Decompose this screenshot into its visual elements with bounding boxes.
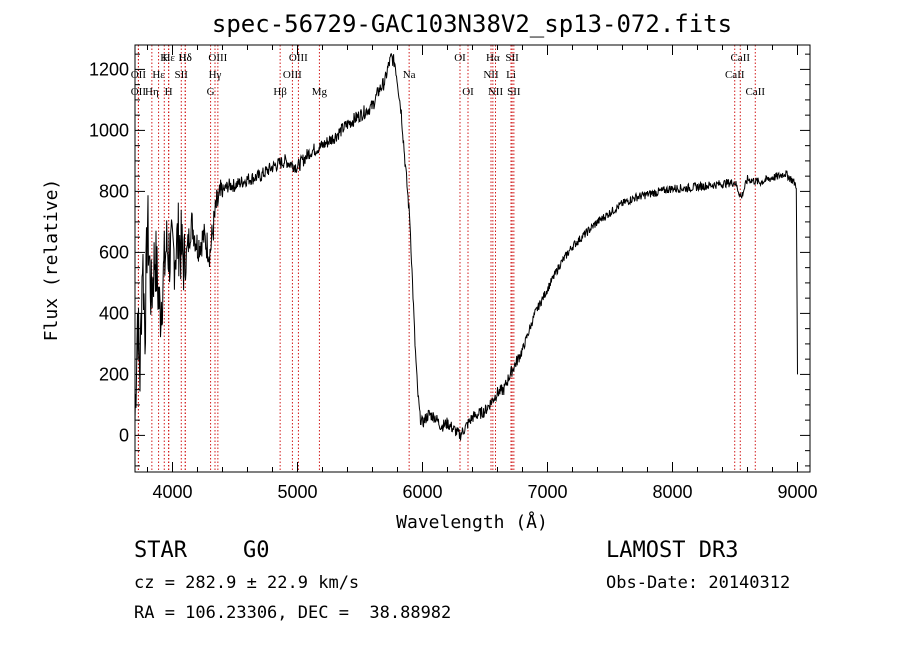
line-label: OII xyxy=(131,86,147,98)
line-label: CaII xyxy=(730,52,750,64)
y-tick-label: 600 xyxy=(99,242,129,262)
line-label: Hγ xyxy=(209,69,222,81)
y-axis-ticks: 0 200 400 600 800 1000 1200 xyxy=(89,53,810,467)
line-label: SII xyxy=(507,86,521,98)
spectrum-line xyxy=(134,53,798,441)
line-label: NII xyxy=(488,86,504,98)
line-label: Hδ xyxy=(179,52,192,64)
x-axis-label: Wavelength (Å) xyxy=(396,511,548,533)
line-label: H xyxy=(165,86,173,98)
x-tick-label: 7000 xyxy=(527,482,567,502)
line-label: OIII xyxy=(283,69,302,81)
x-axis-ticks: 4000 5000 6000 7000 8000 9000 xyxy=(147,45,818,502)
y-tick-label: 0 xyxy=(119,425,129,445)
x-tick-label: 8000 xyxy=(652,482,692,502)
y-tick-label: 1000 xyxy=(89,120,129,140)
chart-title: spec-56729-GAC103N38V2_sp13-072.fits xyxy=(212,10,732,38)
line-label: Li xyxy=(506,69,516,81)
ra-dec-coordinates: RA = 106.23306, DEC = 38.88982 xyxy=(134,603,452,623)
line-label: Hβ xyxy=(273,86,287,98)
x-tick-label: 4000 xyxy=(152,482,192,502)
line-label: Hη xyxy=(145,86,159,98)
y-tick-label: 1200 xyxy=(89,59,129,79)
line-label: SII xyxy=(175,69,189,81)
line-label: OII xyxy=(131,69,147,81)
line-label: Hε xyxy=(152,69,165,81)
x-tick-label: 5000 xyxy=(277,482,317,502)
observation-date: Obs-Date: 20140312 xyxy=(606,573,791,593)
spectral-subclass: G0 xyxy=(243,538,270,563)
line-label: K xyxy=(160,52,168,64)
line-label: G xyxy=(207,86,215,98)
spectral-line-markers xyxy=(137,45,756,472)
survey-name: LAMOST DR3 xyxy=(606,538,739,563)
plot-frame xyxy=(134,44,811,473)
line-label: NII xyxy=(483,69,499,81)
y-tick-label: 400 xyxy=(99,303,129,323)
y-axis-label: Flux (relative) xyxy=(41,179,62,342)
line-label: Na xyxy=(403,69,416,81)
line-label: Hδ xyxy=(179,52,192,64)
line-label: CaII xyxy=(745,86,765,98)
y-tick-label: 800 xyxy=(99,181,129,201)
redshift-cz: cz = 282.9 ± 22.9 km/s xyxy=(134,573,360,593)
line-label: SII xyxy=(505,52,519,64)
line-label: CaII xyxy=(725,69,745,81)
line-label: Mg xyxy=(312,86,328,98)
y-tick-label: 200 xyxy=(99,364,129,384)
line-label: Hα xyxy=(486,52,500,64)
line-label: OI xyxy=(454,52,466,64)
line-label: OIII xyxy=(289,52,308,64)
line-label: OI xyxy=(462,86,474,98)
line-label: OIII xyxy=(208,52,227,64)
x-tick-label: 9000 xyxy=(777,482,817,502)
x-tick-label: 6000 xyxy=(402,482,442,502)
object-class: STAR xyxy=(134,538,187,563)
